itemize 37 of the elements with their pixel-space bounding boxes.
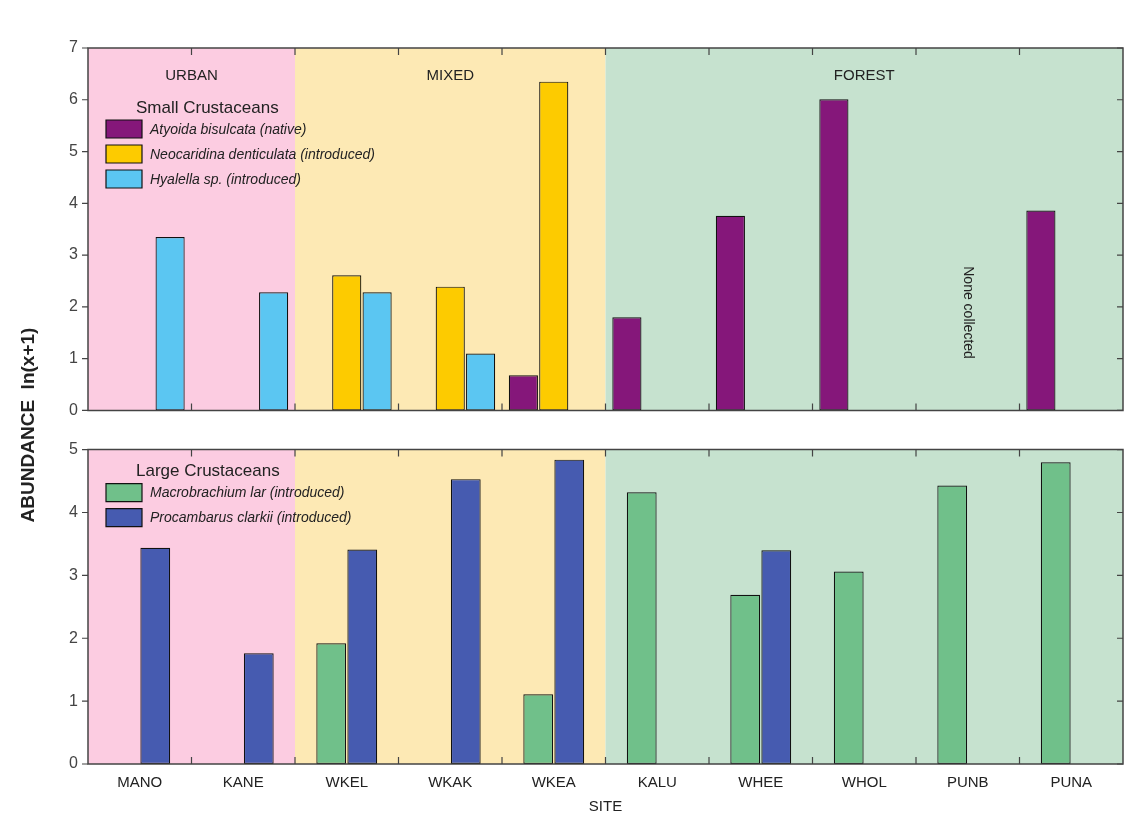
x-tick-label: KANE <box>222 773 264 791</box>
legend-title: Small Crustaceans <box>136 97 279 117</box>
y-tick-label: 0 <box>69 754 79 772</box>
legend-label: Procambarus clarkii (introduced) <box>150 509 352 526</box>
y-tick-label: 5 <box>69 440 79 458</box>
x-tick-label: WHEE <box>738 773 784 791</box>
y-axis-title: ABUNDANCE ln(x+1) <box>17 327 39 523</box>
x-tick-label: PUNA <box>1050 773 1093 791</box>
x-tick-label: KALU <box>637 773 677 791</box>
y-tick-label: 0 <box>69 400 79 418</box>
annotation: None collected <box>960 266 977 359</box>
x-tick-label: WKAK <box>428 773 473 791</box>
y-tick-label: 4 <box>69 193 79 211</box>
y-tick-label: 1 <box>69 691 79 709</box>
band-label: URBAN <box>165 66 218 84</box>
y-tick-label: 2 <box>69 628 79 646</box>
y-tick-label: 6 <box>69 90 79 108</box>
y-tick-label: 3 <box>69 565 79 583</box>
y-tick-label: 5 <box>69 141 79 159</box>
x-tick-label: PUNB <box>946 773 989 791</box>
y-tick-label: 3 <box>69 245 79 263</box>
y-tick-label: 7 <box>69 38 79 56</box>
x-tick-label: MANO <box>117 773 163 791</box>
legend-title: Large Crustaceans <box>136 461 280 481</box>
x-axis-title: SITE <box>588 797 623 815</box>
y-tick-label: 1 <box>69 349 79 367</box>
band-label: MIXED <box>426 66 475 84</box>
legend-label: Neocaridina denticulata (introduced) <box>150 145 375 162</box>
legend-label: Atyoida bisulcata (native) <box>149 120 307 137</box>
y-tick-label: 2 <box>69 297 79 315</box>
x-tick-label: WKEA <box>531 773 576 791</box>
y-tick-label: 4 <box>69 502 79 520</box>
band-label: FOREST <box>833 66 895 84</box>
x-tick-label: WKEL <box>325 773 369 791</box>
legend-label: Macrobrachium lar (introduced) <box>150 484 345 501</box>
legend-label: Hyalella sp. (introduced) <box>150 170 301 187</box>
x-tick-label: WHOL <box>841 773 887 791</box>
